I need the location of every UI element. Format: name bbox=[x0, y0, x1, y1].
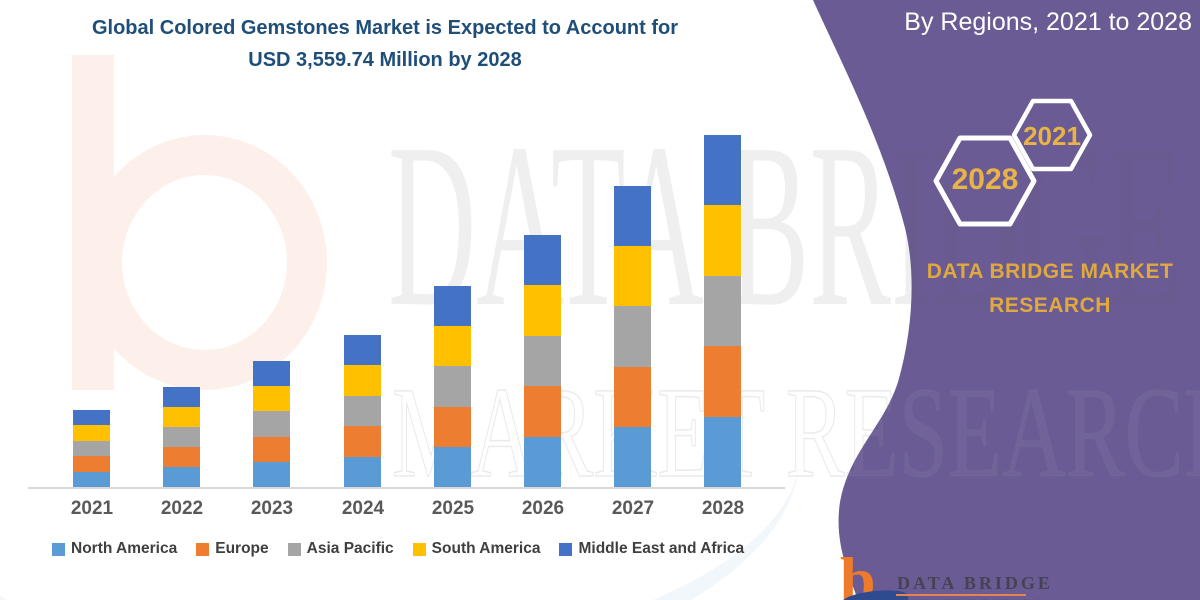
panel-brand-line1: DATA BRIDGE MARKET bbox=[926, 260, 1174, 283]
segment-south-america bbox=[524, 285, 561, 336]
legend-label: Middle East and Africa bbox=[578, 540, 745, 557]
x-axis-label-2027: 2027 bbox=[611, 498, 655, 519]
x-axis-label-2023: 2023 bbox=[250, 498, 294, 519]
bar-2022 bbox=[163, 387, 200, 487]
segment-asia-pacific bbox=[344, 395, 381, 427]
panel-brand-text: DATA BRIDGE MARKET RESEARCH bbox=[915, 255, 1185, 322]
legend-item-south-america: South America bbox=[412, 540, 541, 558]
segment-asia-pacific bbox=[253, 411, 290, 437]
hexagon-2021-label: 2021 bbox=[1023, 121, 1081, 151]
bar-2026 bbox=[524, 235, 561, 487]
segment-asia-pacific bbox=[434, 366, 471, 407]
legend-item-europe: Europe bbox=[196, 540, 269, 558]
segment-middle-east-and-africa bbox=[434, 286, 471, 327]
segment-europe bbox=[73, 456, 110, 472]
bar-2023 bbox=[253, 361, 290, 487]
segment-middle-east-and-africa bbox=[704, 135, 741, 206]
segment-north-america bbox=[253, 461, 290, 487]
footer-brand-top: DATA BRIDGE bbox=[897, 573, 1053, 593]
segment-middle-east-and-africa bbox=[524, 235, 561, 286]
segment-north-america bbox=[704, 416, 741, 487]
segment-asia-pacific bbox=[163, 427, 200, 447]
segment-europe bbox=[434, 406, 471, 447]
x-axis-label-2024: 2024 bbox=[341, 498, 385, 519]
x-axis-label-2025: 2025 bbox=[431, 498, 475, 519]
x-axis-label-2021: 2021 bbox=[70, 498, 114, 519]
segment-north-america bbox=[344, 456, 381, 487]
segment-north-america bbox=[163, 467, 200, 487]
segment-north-america bbox=[434, 446, 471, 487]
legend-label: Europe bbox=[215, 540, 269, 557]
segment-asia-pacific bbox=[614, 306, 651, 367]
legend-swatch-icon bbox=[559, 542, 573, 556]
segment-middle-east-and-africa bbox=[253, 361, 290, 387]
legend-swatch-icon bbox=[412, 542, 426, 556]
segment-asia-pacific bbox=[704, 275, 741, 347]
segment-europe bbox=[344, 426, 381, 457]
panel-heading: By Regions, 2021 to 2028 bbox=[904, 8, 1192, 36]
segment-middle-east-and-africa bbox=[163, 387, 200, 407]
segment-south-america bbox=[344, 365, 381, 396]
legend-item-north-america: North America bbox=[52, 540, 177, 558]
bar-2025 bbox=[434, 286, 471, 487]
segment-middle-east-and-africa bbox=[73, 410, 110, 426]
x-axis-label-2028: 2028 bbox=[701, 498, 745, 519]
x-axis-label-2022: 2022 bbox=[160, 498, 204, 519]
x-axis-label-2026: 2026 bbox=[521, 498, 565, 519]
segment-asia-pacific bbox=[524, 335, 561, 387]
chart-title-line1: Global Colored Gemstones Market is Expec… bbox=[91, 17, 679, 39]
bar-2024 bbox=[344, 335, 381, 487]
legend-item-asia-pacific: Asia Pacific bbox=[287, 540, 394, 558]
segment-europe bbox=[524, 386, 561, 437]
hexagon-2021 bbox=[1011, 98, 1093, 172]
segment-south-america bbox=[73, 425, 110, 441]
legend-label: South America bbox=[431, 540, 541, 557]
segment-europe bbox=[163, 447, 200, 467]
segment-north-america bbox=[614, 426, 651, 487]
footer-brand-bottom: MARKET RESEARCH bbox=[897, 597, 1057, 600]
segment-north-america bbox=[73, 471, 110, 487]
footer-brand-underline bbox=[896, 594, 1026, 596]
segment-south-america bbox=[614, 246, 651, 307]
legend-item-middle-east-and-africa: Middle East and Africa bbox=[559, 540, 744, 558]
segment-south-america bbox=[434, 326, 471, 367]
segment-middle-east-and-africa bbox=[614, 186, 651, 247]
legend-swatch-icon bbox=[52, 542, 65, 556]
segment-asia-pacific bbox=[73, 440, 110, 457]
hexagon-2028 bbox=[933, 135, 1037, 227]
hexagon-2028-label: 2028 bbox=[951, 163, 1019, 196]
x-axis-line bbox=[28, 487, 785, 489]
segment-south-america bbox=[163, 407, 200, 427]
chart-title: Global Colored Gemstones Market is Expec… bbox=[55, 12, 715, 76]
legend-swatch-icon bbox=[287, 542, 301, 556]
bar-2021 bbox=[73, 410, 110, 487]
bar-2028 bbox=[704, 135, 741, 487]
segment-europe bbox=[614, 366, 651, 427]
bar-2027 bbox=[614, 186, 651, 487]
segment-north-america bbox=[524, 436, 561, 487]
chart-title-line2: USD 3,559.74 Million by 2028 bbox=[248, 49, 522, 71]
chart-legend: North America Europe Asia Pacific South Ame… bbox=[52, 540, 782, 558]
segment-south-america bbox=[704, 205, 741, 276]
legend-label: North America bbox=[71, 540, 178, 557]
legend-label: Asia Pacific bbox=[306, 540, 394, 557]
segment-europe bbox=[253, 436, 290, 462]
segment-south-america bbox=[253, 386, 290, 412]
panel-brand-line2: RESEARCH bbox=[989, 293, 1111, 317]
segment-middle-east-and-africa bbox=[344, 335, 381, 366]
legend-swatch-icon bbox=[196, 542, 210, 556]
segment-europe bbox=[704, 346, 741, 417]
